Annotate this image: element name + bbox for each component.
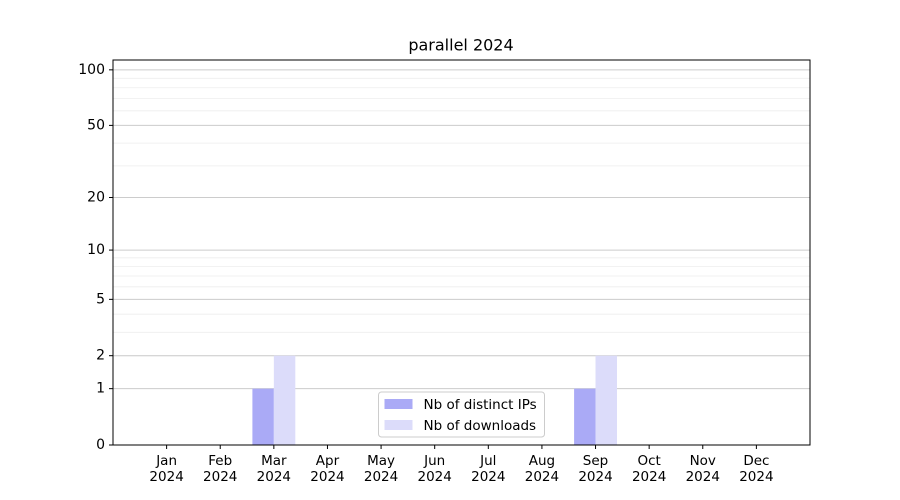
y-tick-label: 1 [96,381,105,397]
y-tick-label: 2 [96,348,105,364]
x-tick-label: Nov 2024 [685,453,720,485]
legend-label: Nb of distinct IPs [424,397,537,413]
x-tick-label: Jul 2024 [471,453,506,485]
legend-label: Nb of downloads [424,418,537,434]
x-tick-label: May 2024 [363,453,399,485]
y-tick-label: 10 [87,242,105,258]
plot-frame [112,59,811,446]
bar [252,388,274,445]
x-tick-label: Feb 2024 [203,453,238,485]
y-tick-label: 5 [96,291,105,307]
x-tick-label: Aug 2024 [524,453,560,485]
bar [595,355,617,445]
legend: Nb of distinct IPs Nb of downloads [378,391,545,438]
y-tick-label: 20 [87,190,105,206]
legend-box [378,391,545,438]
x-tick-label: Jan 2024 [149,453,184,485]
bar [574,388,596,445]
x-tick-label: Mar 2024 [256,453,292,485]
y-tick-label: 50 [87,117,105,133]
legend-swatch [384,420,413,430]
bar [273,355,296,445]
x-tick-label: Jun 2024 [417,453,452,485]
legend-swatch [384,399,413,409]
chart-title: parallel 2024 [408,36,513,55]
y-tick-label: 100 [78,62,105,78]
x-tick-label: Dec 2024 [739,453,774,485]
x-tick-label: Apr 2024 [310,453,345,485]
x-tick-label: Oct 2024 [631,453,667,485]
x-tick-label: Sep 2024 [578,453,613,485]
y-tick-label: 0 [96,437,105,453]
